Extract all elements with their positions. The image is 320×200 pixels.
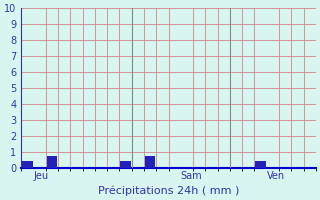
Bar: [120, 161, 131, 168]
Bar: [22, 161, 33, 168]
Bar: [145, 156, 156, 168]
Bar: [47, 156, 57, 168]
Bar: [255, 161, 266, 168]
X-axis label: Précipitations 24h ( mm ): Précipitations 24h ( mm ): [98, 185, 239, 196]
